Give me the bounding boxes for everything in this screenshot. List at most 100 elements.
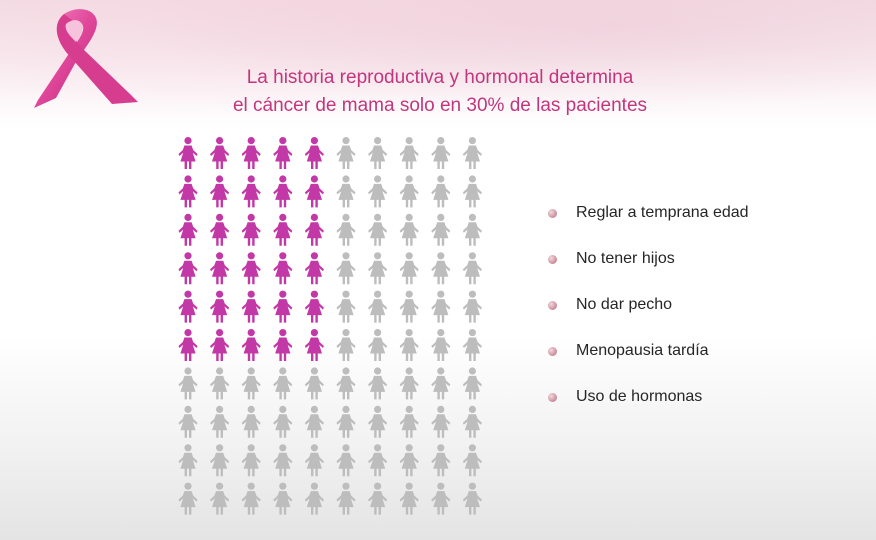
woman-figure-icon: [399, 175, 419, 208]
woman-figure-icon: [399, 252, 419, 285]
woman-figure-icon: [399, 444, 419, 477]
woman-figure-icon: [210, 213, 230, 246]
woman-figure-icon: [336, 175, 356, 208]
woman-figure-icon: [368, 175, 388, 208]
woman-figure-icon: [178, 329, 198, 361]
woman-figure-icon: [431, 175, 451, 208]
woman-figure-icon: [178, 367, 198, 400]
woman-figure-icon: [336, 213, 356, 246]
woman-figure-icon: [178, 252, 198, 285]
woman-figure-icon: [431, 329, 451, 361]
woman-figure-icon: [399, 290, 419, 323]
title-line-2: el cáncer de mama solo en 30% de las pac…: [232, 95, 648, 116]
woman-figure-icon: [399, 367, 419, 400]
woman-figure-icon: [431, 367, 451, 400]
header-banner: [0, 0, 876, 130]
woman-figure-icon: [368, 405, 388, 438]
woman-figure-icon: [399, 482, 419, 515]
woman-figure-icon: [178, 137, 198, 169]
woman-figure-icon: [273, 367, 293, 400]
woman-figure-icon: [273, 444, 293, 477]
woman-figure-icon: [273, 405, 293, 438]
woman-figure-icon: [368, 137, 388, 169]
bullet-dot-icon: [548, 347, 557, 356]
risk-factor-item: Reglar a temprana edad: [548, 204, 848, 250]
woman-figure-icon: [336, 137, 356, 169]
woman-figure-icon: [241, 213, 261, 246]
woman-figure-icon: [273, 175, 293, 208]
woman-figure-icon: [336, 367, 356, 400]
woman-figure-icon: [431, 213, 451, 246]
woman-figure-icon: [368, 367, 388, 400]
risk-factor-list: Reglar a temprana edad No tener hijos No d…: [548, 204, 848, 434]
woman-figure-icon: [304, 137, 324, 169]
woman-figure-icon: [210, 290, 230, 323]
woman-figure-icon: [273, 290, 293, 323]
woman-figure-icon: [304, 329, 324, 361]
woman-figure-icon: [210, 482, 230, 515]
woman-figure-icon: [178, 405, 198, 438]
woman-figure-icon: [210, 329, 230, 361]
woman-figure-icon: [368, 444, 388, 477]
woman-figure-icon: [462, 175, 482, 208]
title-line-1: La historia reproductiva y hormonal dete…: [246, 67, 634, 88]
woman-figure-icon: [304, 405, 324, 438]
woman-figure-icon: [431, 482, 451, 515]
woman-figure-icon: [336, 444, 356, 477]
woman-figure-icon: [241, 137, 261, 169]
woman-figure-icon: [241, 444, 261, 477]
woman-figure-icon: [241, 290, 261, 323]
page-title: La historia reproductiva y hormonal dete…: [180, 64, 700, 120]
woman-figure-icon: [336, 290, 356, 323]
woman-figure-icon: [241, 367, 261, 400]
woman-figure-icon: [210, 252, 230, 285]
woman-figure-icon: [462, 482, 482, 515]
woman-figure-icon: [431, 290, 451, 323]
woman-figure-icon: [462, 367, 482, 400]
risk-factor-label: No dar pecho: [576, 296, 673, 313]
woman-figure-icon: [304, 175, 324, 208]
woman-figure-icon: [241, 405, 261, 438]
woman-figure-icon: [178, 213, 198, 246]
pink-ribbon-icon: [34, 9, 138, 108]
woman-figure-icon: [241, 482, 261, 515]
woman-figure-icon: [304, 290, 324, 323]
woman-figure-icon: [399, 137, 419, 169]
woman-figure-icon: [368, 252, 388, 285]
woman-figure-icon: [336, 482, 356, 515]
risk-factor-item: No dar pecho: [548, 296, 848, 342]
woman-figure-icon: [241, 175, 261, 208]
woman-figure-icon: [431, 444, 451, 477]
woman-figure-icon: [462, 290, 482, 323]
woman-figure-icon: [336, 252, 356, 285]
woman-figure-icon: [210, 367, 230, 400]
bullet-dot-icon: [548, 301, 557, 310]
woman-figure-icon: [210, 175, 230, 208]
bullet-dot-icon: [548, 255, 557, 264]
woman-figure-icon: [210, 444, 230, 477]
woman-figure-icon: [178, 290, 198, 323]
woman-figure-icon: [462, 444, 482, 477]
woman-figure-icon: [462, 137, 482, 169]
woman-figure-icon: [304, 444, 324, 477]
woman-figure-icon: [304, 482, 324, 515]
woman-figure-icon: [462, 329, 482, 361]
woman-figure-icon: [431, 137, 451, 169]
woman-figure-icon: [210, 405, 230, 438]
woman-figure-icon: [368, 213, 388, 246]
risk-factor-item: No tener hijos: [548, 250, 848, 296]
woman-figure-icon: [178, 175, 198, 208]
woman-figure-icon: [336, 329, 356, 361]
woman-figure-icon: [273, 252, 293, 285]
risk-factor-item: Uso de hormonas: [548, 388, 848, 434]
woman-figure-icon: [210, 137, 230, 169]
woman-figure-grid: [178, 137, 482, 515]
woman-figure-icon: [273, 482, 293, 515]
bullet-dot-icon: [548, 393, 557, 402]
woman-figure-icon: [368, 329, 388, 361]
risk-factor-label: Reglar a temprana edad: [576, 204, 749, 221]
woman-figure-icon: [336, 405, 356, 438]
risk-factor-label: Menopausia tardía: [576, 342, 709, 359]
woman-figure-icon: [431, 405, 451, 438]
woman-figure-icon: [462, 405, 482, 438]
